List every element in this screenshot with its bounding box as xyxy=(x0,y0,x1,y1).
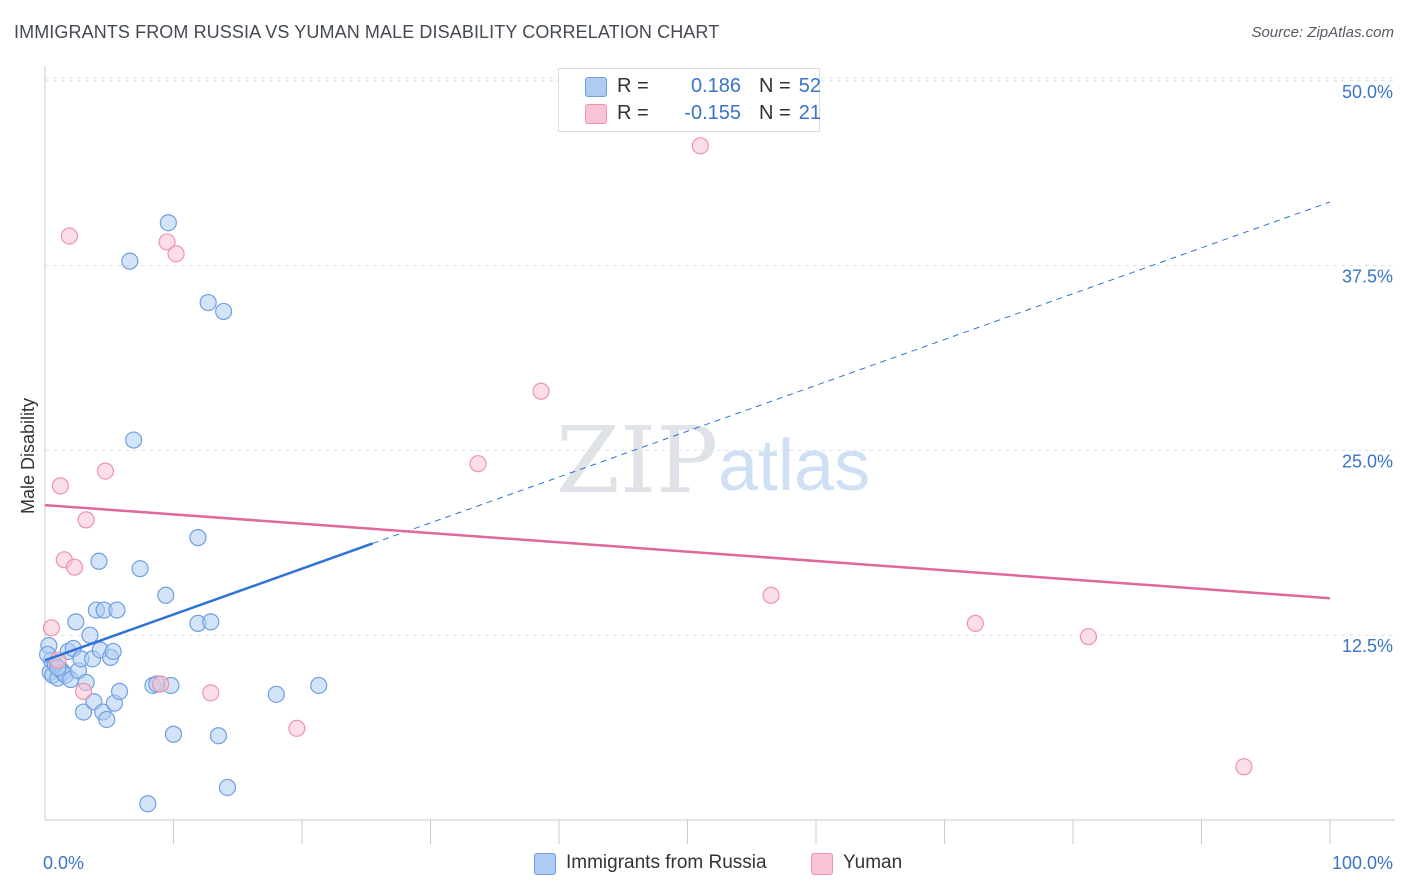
legend-r-label: R = xyxy=(617,75,649,97)
data-point xyxy=(189,529,207,547)
data-point xyxy=(139,795,157,813)
data-point xyxy=(164,725,183,743)
data-point xyxy=(1079,628,1098,646)
y-tick-label: 12.5% xyxy=(1342,636,1393,656)
axes xyxy=(44,66,1395,844)
x-tick-label: 100.0% xyxy=(1332,853,1393,873)
watermark: ZIP atlas xyxy=(556,407,870,514)
y-tick-label: 50.0% xyxy=(1342,82,1393,102)
legend-n-label: N = xyxy=(759,102,791,124)
data-point xyxy=(209,727,228,745)
bottom-legend-label-russia: Immigrants from Russia xyxy=(566,852,767,873)
data-point xyxy=(51,477,70,495)
data-points xyxy=(38,137,1253,813)
data-point xyxy=(74,682,93,700)
data-point xyxy=(157,586,175,604)
trend-line-russia-solid xyxy=(44,542,374,662)
bottom-legend-label-yuman: Yuman xyxy=(843,852,903,873)
data-point xyxy=(125,431,143,449)
legend-r-label: R = xyxy=(617,102,649,124)
chart-title: IMMIGRANTS FROM RUSSIA VS YUMAN MALE DIS… xyxy=(14,22,720,42)
data-point xyxy=(108,601,126,619)
data-point xyxy=(65,558,84,576)
data-point xyxy=(158,233,176,251)
tick-labels: 12.5% 25.0% 37.5% 50.0% 0.0% 100.0% xyxy=(43,82,1393,873)
data-point xyxy=(966,614,984,632)
y-axis-label: Male Disability xyxy=(18,398,38,514)
data-point xyxy=(267,685,285,703)
data-point xyxy=(96,462,114,480)
data-point xyxy=(77,511,95,529)
data-point xyxy=(98,710,116,729)
series-yuman-points xyxy=(42,137,1253,776)
stats-legend: R = 0.186 N = 52 R = -0.155 N = 21 xyxy=(558,68,821,132)
data-point xyxy=(167,245,185,263)
legend-n-label: N = xyxy=(759,75,791,97)
y-tick-label: 37.5% xyxy=(1342,267,1393,287)
data-point xyxy=(691,137,709,155)
data-point xyxy=(81,626,99,644)
data-point xyxy=(67,613,85,631)
data-point xyxy=(60,227,79,245)
legend-swatch-russia xyxy=(585,77,607,97)
data-point xyxy=(159,214,177,232)
data-point xyxy=(202,613,220,631)
legend-r-value: -0.155 xyxy=(684,102,741,124)
data-point xyxy=(90,552,108,570)
x-tick-label: 0.0% xyxy=(43,853,84,873)
data-point xyxy=(74,703,93,721)
watermark-atlas: atlas xyxy=(718,426,870,506)
legend-r-value: 0.186 xyxy=(690,75,741,97)
data-point xyxy=(131,560,149,578)
data-point xyxy=(215,302,233,321)
watermark-zip: ZIP xyxy=(556,407,718,514)
gridlines xyxy=(45,77,1395,636)
legend-n-value: 52 xyxy=(798,75,821,97)
trend-lines xyxy=(44,201,1331,662)
data-point xyxy=(152,675,170,693)
data-point xyxy=(218,778,237,797)
trend-line-russia-dashed xyxy=(372,201,1331,544)
bottom-legend-swatch-yuman xyxy=(811,853,833,875)
data-point xyxy=(310,676,328,695)
data-point xyxy=(110,682,129,700)
data-point xyxy=(288,719,306,737)
data-point xyxy=(469,455,487,473)
trend-line-yuman xyxy=(44,503,1331,600)
legend-n-value: 21 xyxy=(798,102,821,124)
data-point xyxy=(42,619,61,637)
y-tick-label: 25.0% xyxy=(1342,451,1393,471)
data-point xyxy=(1235,758,1253,776)
data-point xyxy=(762,586,780,604)
bottom-legend-swatch-russia xyxy=(534,853,556,875)
data-point xyxy=(199,293,217,312)
data-point xyxy=(104,642,122,661)
legend-swatch-yuman xyxy=(585,104,607,124)
source-label: Source: ZipAtlas.com xyxy=(1251,24,1394,41)
data-point xyxy=(121,252,139,270)
data-point xyxy=(202,684,220,702)
data-point xyxy=(532,382,550,400)
